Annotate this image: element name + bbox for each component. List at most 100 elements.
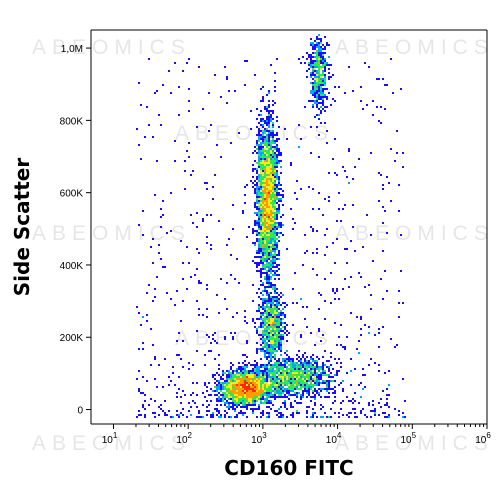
- density-cell: [400, 234, 402, 236]
- density-cell: [314, 102, 316, 104]
- density-cell: [320, 60, 322, 62]
- density-cell: [260, 216, 262, 218]
- density-cell: [268, 114, 270, 116]
- density-cell: [262, 182, 264, 184]
- density-cell: [272, 212, 274, 214]
- density-cell: [282, 358, 284, 360]
- density-cell: [228, 394, 230, 396]
- density-cell: [270, 344, 272, 346]
- density-cell: [164, 414, 166, 416]
- density-cell: [336, 290, 338, 292]
- density-cell: [276, 216, 278, 218]
- density-cell: [230, 384, 232, 386]
- density-cell: [334, 392, 336, 394]
- density-cell: [342, 400, 344, 402]
- density-cell: [160, 404, 162, 406]
- density-cell: [246, 370, 248, 372]
- density-cell: [274, 160, 276, 162]
- density-cell: [272, 136, 274, 138]
- density-cell: [242, 392, 244, 394]
- density-cell: [284, 374, 286, 376]
- density-cell: [232, 398, 234, 400]
- density-cell: [304, 252, 306, 254]
- density-cell: [280, 350, 282, 352]
- density-cell: [270, 354, 272, 356]
- density-cell: [270, 256, 272, 258]
- density-cell: [262, 194, 264, 196]
- density-cell: [320, 74, 322, 76]
- density-cell: [258, 380, 260, 382]
- density-cell: [252, 260, 254, 262]
- density-cell: [278, 322, 280, 324]
- density-cell: [262, 142, 264, 144]
- density-cell: [312, 208, 314, 210]
- density-cell: [262, 118, 264, 120]
- density-cell: [212, 338, 214, 340]
- density-cell: [264, 246, 266, 248]
- density-cell: [374, 362, 376, 364]
- density-cell: [388, 414, 390, 416]
- density-cell: [270, 272, 272, 274]
- density-cell: [276, 218, 278, 220]
- density-cell: [356, 316, 358, 318]
- density-cell: [272, 168, 274, 170]
- density-cell: [280, 362, 282, 364]
- density-cell: [268, 264, 270, 266]
- density-cell: [288, 364, 290, 366]
- watermark-text: ABEOMICS: [335, 222, 494, 245]
- density-cell: [198, 280, 200, 282]
- density-cell: [282, 308, 284, 310]
- density-cell: [228, 392, 230, 394]
- density-cell: [270, 310, 272, 312]
- density-cell: [300, 334, 302, 336]
- density-cell: [270, 304, 272, 306]
- density-cell: [288, 376, 290, 378]
- density-cell: [264, 248, 266, 250]
- density-cell: [264, 210, 266, 212]
- density-cell: [244, 384, 246, 386]
- density-cell: [266, 200, 268, 202]
- density-cell: [260, 174, 262, 176]
- density-cell: [260, 168, 262, 170]
- density-cell: [280, 296, 282, 298]
- density-cell: [264, 120, 266, 122]
- density-cell: [262, 262, 264, 264]
- density-cell: [264, 156, 266, 158]
- density-cell: [264, 122, 266, 124]
- density-cell: [276, 372, 278, 374]
- density-cell: [334, 396, 336, 398]
- y-tick-label: 200K: [60, 333, 84, 344]
- density-cell: [252, 168, 254, 170]
- density-cell: [300, 378, 302, 380]
- density-cell: [276, 362, 278, 364]
- density-cell: [146, 106, 148, 108]
- density-cell: [334, 292, 336, 294]
- density-cell: [310, 376, 312, 378]
- density-cell: [292, 388, 294, 390]
- density-cell: [268, 208, 270, 210]
- density-cell: [178, 86, 180, 88]
- density-cell: [254, 400, 256, 402]
- density-cell: [256, 196, 258, 198]
- density-cell: [292, 366, 294, 368]
- density-cell: [276, 196, 278, 198]
- density-cell: [264, 178, 266, 180]
- density-cell: [260, 144, 262, 146]
- density-cell: [316, 80, 318, 82]
- density-cell: [262, 126, 264, 128]
- density-cell: [266, 358, 268, 360]
- density-cell: [268, 296, 270, 298]
- density-cell: [296, 366, 298, 368]
- density-cell: [266, 302, 268, 304]
- density-cell: [264, 328, 266, 330]
- density-cell: [312, 78, 314, 80]
- density-cell: [234, 388, 236, 390]
- density-cell: [296, 358, 298, 360]
- density-cell: [328, 200, 330, 202]
- density-cell: [236, 312, 238, 314]
- density-cell: [188, 262, 190, 264]
- density-cell: [308, 64, 310, 66]
- density-cell: [262, 222, 264, 224]
- density-cell: [266, 308, 268, 310]
- density-cell: [250, 394, 252, 396]
